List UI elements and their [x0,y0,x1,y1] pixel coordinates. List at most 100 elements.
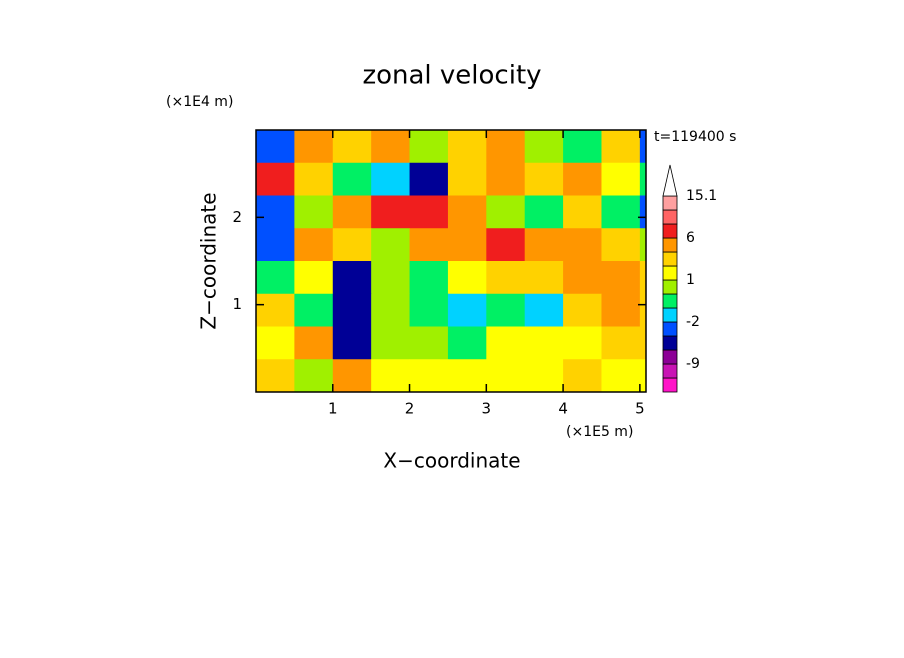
field-cell [409,130,449,164]
field-cell [332,293,372,327]
field-cell [486,162,526,196]
colorbar-box [662,321,678,337]
colorbar-box [662,293,678,309]
field-cell [409,293,449,327]
field-cell [332,261,372,295]
field-cell [639,293,646,327]
field-cell [294,195,334,229]
colorbar-box [662,335,678,351]
colorbar-box [662,265,678,281]
field-cell [601,359,641,392]
field-cell [563,195,602,229]
field-cell [294,293,334,327]
colorbar-box [662,251,678,267]
x-tick-label: 4 [558,400,568,418]
field-cell [256,130,295,164]
x-unit: (×1E5 m) [566,424,633,440]
colorbar-box [662,195,678,211]
field-cell [256,195,295,229]
field-cell [486,261,526,295]
field-cell [409,162,449,196]
colorbar-box [662,279,678,295]
field-cell [563,326,602,360]
colorbar-label: 15.1 [686,188,717,204]
field-cell [563,130,602,164]
field-cell [294,261,334,295]
field-cell [409,261,449,295]
field-cell [256,162,295,196]
y-axis-label: Z−coordinate [197,192,221,329]
colorbar-extension [662,164,678,197]
field-cell [332,162,372,196]
field-cell [524,293,564,327]
field-cell [294,130,334,164]
field-cell [601,130,641,164]
field-cell [371,293,411,327]
field-cell [371,261,411,295]
field-cell [639,326,646,360]
field-cell [371,326,411,360]
field-cell [601,228,641,262]
field-cell [294,228,334,262]
y-tick-label: 2 [232,208,242,226]
field-cell [639,228,646,262]
x-tick-label: 3 [482,400,492,418]
field-cell [447,326,487,360]
field-cell [332,228,372,262]
field-cell [639,130,646,164]
colorbar-box [662,349,678,365]
x-tick-label: 2 [405,400,415,418]
field-cell [256,359,295,392]
y-tick-label: 1 [232,295,242,313]
colorbar-label: -2 [686,314,700,330]
field-cell [524,195,564,229]
field-cell [524,261,564,295]
field-cell [332,326,372,360]
field-cell [601,293,641,327]
field-cell [447,359,487,392]
field-cell [332,359,372,392]
colorbar-box [662,237,678,253]
field-cell [601,261,641,295]
field-cell [409,228,449,262]
field-cell [447,195,487,229]
colorbar-box [662,209,678,225]
field-cell [563,359,602,392]
field-cell [563,162,602,196]
field-cell [639,195,646,229]
field-cell [294,326,334,360]
field-cell [371,130,411,164]
chart-title: zonal velocity [362,61,541,91]
field-cell [639,261,646,295]
field-cell [486,326,526,360]
field-cell [447,293,487,327]
time-label: t=119400 s [654,129,736,145]
field-cell [486,359,526,392]
field-cell [256,326,295,360]
field-cell [601,162,641,196]
field-cell [256,228,295,262]
field-cell [601,326,641,360]
y-unit: (×1E4 m) [166,94,233,110]
field-cell [563,228,602,262]
colorbar-box [662,307,678,323]
colorbar-box [662,377,678,393]
field-cell [409,359,449,392]
field-cell [563,293,602,327]
field-cell [639,359,646,392]
field-cell [486,228,526,262]
field-cell [332,130,372,164]
field-cell [639,162,646,196]
colorbar-box [662,363,678,379]
field-cell [294,359,334,392]
contour-field [256,130,646,392]
field-cell [371,359,411,392]
x-axis-label: X−coordinate [383,449,520,473]
field-cell [447,162,487,196]
field-cell [409,195,449,229]
field-cell [371,228,411,262]
field-cell [601,195,641,229]
field-cell [409,326,449,360]
field-cell [524,326,564,360]
field-cell [524,228,564,262]
